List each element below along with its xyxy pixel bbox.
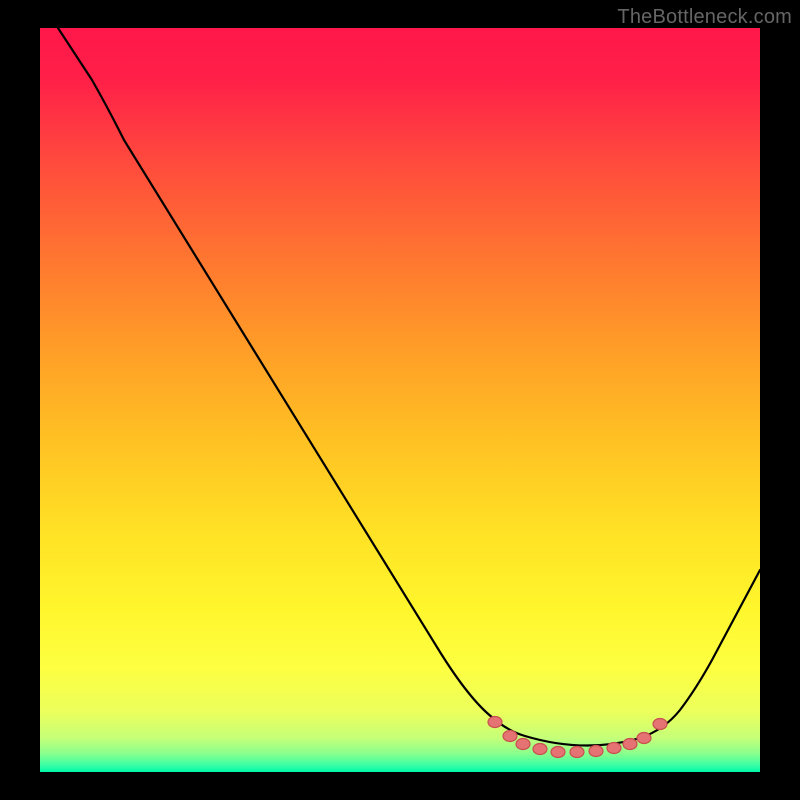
optimal-dot	[488, 717, 502, 728]
optimal-dot	[503, 731, 517, 742]
optimal-dot	[570, 747, 584, 758]
optimal-dot	[516, 739, 530, 750]
chart-gradient-background	[40, 28, 760, 772]
optimal-dot	[589, 746, 603, 757]
chart-container: TheBottleneck.com	[0, 0, 800, 800]
optimal-dot	[623, 739, 637, 750]
optimal-dot	[653, 719, 667, 730]
optimal-dot	[551, 747, 565, 758]
watermark-text: TheBottleneck.com	[617, 6, 792, 29]
bottleneck-chart	[0, 0, 800, 800]
optimal-dot	[533, 744, 547, 755]
optimal-dot	[637, 733, 651, 744]
optimal-dot	[607, 743, 621, 754]
